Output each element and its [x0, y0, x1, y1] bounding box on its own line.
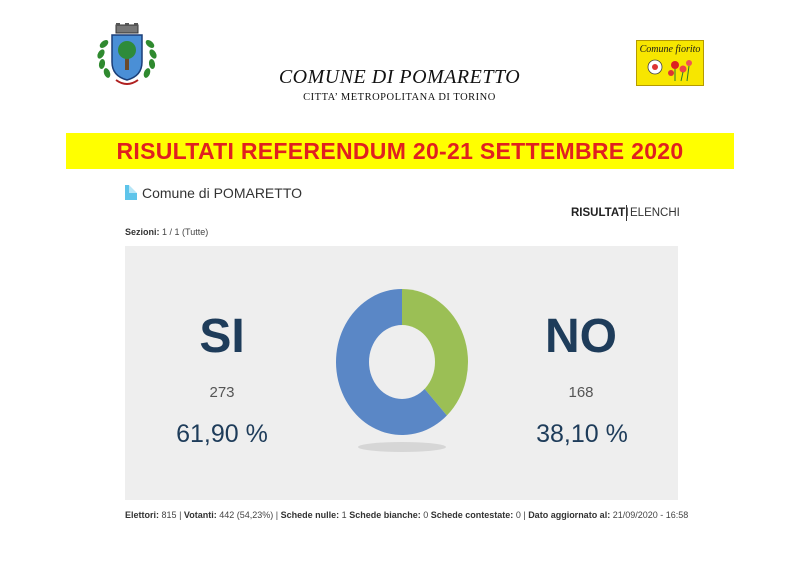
updated-value: 21/09/2020 - 16:58 [612, 510, 689, 520]
voters-label: Votanti: [183, 510, 217, 520]
comune-label: Comune di POMARETTO [142, 185, 303, 201]
electors-label: Elettori: [125, 510, 160, 520]
crown-icon [115, 23, 139, 34]
donut-hole [369, 325, 435, 399]
sections-value: 1 / 1 (Tutte) [162, 227, 209, 237]
flowers-icon [647, 59, 692, 82]
tab-divider [626, 205, 627, 221]
results-donut-chart [336, 289, 468, 435]
badge-title: Comune fiorito [639, 44, 701, 55]
results-footer: Elettori: 815 | Votanti: 442 (54,23%) | … [125, 510, 689, 520]
contested-ballots-value: 0 [515, 510, 521, 520]
laurel-right-icon [143, 40, 157, 78]
sections-label: Sezioni: [125, 227, 160, 237]
no-count: 168 [568, 384, 594, 401]
null-ballots-label: Schede nulle: [280, 510, 340, 520]
sections-info: Sezioni: 1 / 1 (Tutte) [125, 227, 208, 237]
blank-ballots-label: Schede bianche: [349, 510, 421, 520]
tab-results[interactable]: RISULTATI [571, 207, 629, 219]
tab-lists[interactable]: ELENCHI [630, 207, 680, 219]
comune-fiorito-badge: Comune fiorito [636, 40, 704, 86]
municipal-crest-logo [97, 23, 157, 85]
document-icon [125, 185, 137, 200]
donut-slice-no [402, 289, 468, 416]
blank-ballots-value: 0 [423, 510, 429, 520]
page-subtitle: CITTA’ METROPOLITANA DI TORINO [303, 92, 496, 103]
updated-label: Dato aggiornato al: [528, 510, 611, 520]
no-label: NO [545, 310, 617, 363]
yes-percent: 61,90 % [176, 420, 268, 448]
contested-ballots-label: Schede contestate: [430, 510, 514, 520]
electors-value: 815 [161, 510, 177, 520]
yes-label: SI [199, 310, 245, 363]
chart-shadow [358, 442, 446, 452]
voters-value: 442 (54,23%) [219, 510, 274, 520]
ribbon-icon [115, 79, 139, 85]
null-ballots-value: 1 [341, 510, 347, 520]
page-title: COMUNE DI POMARETTO [278, 66, 521, 88]
yes-count: 273 [209, 384, 235, 401]
no-percent: 38,10 % [536, 420, 628, 448]
laurel-left-icon [97, 40, 111, 78]
tree-icon [118, 41, 136, 70]
results-banner: RISULTATI REFERENDUM 20-21 SETTEMBRE 202… [66, 133, 734, 169]
